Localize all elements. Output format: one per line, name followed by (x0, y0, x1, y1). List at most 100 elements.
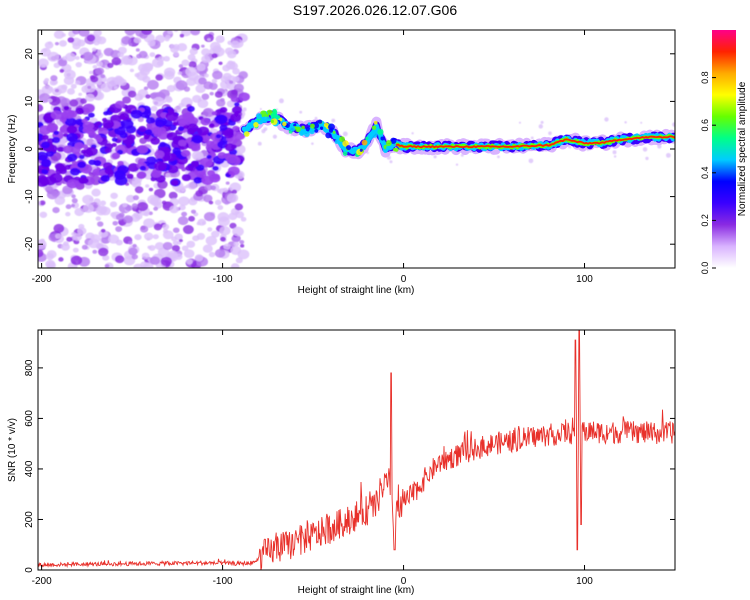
signal-blob (144, 129, 153, 135)
noise-blob (38, 104, 44, 112)
noise-blob (100, 74, 106, 79)
noise-blob (145, 184, 150, 188)
signal-blob (153, 131, 162, 138)
noise-blob (47, 98, 53, 103)
noise-blob (82, 203, 94, 213)
noise-blob (82, 51, 94, 61)
noise-blob (198, 77, 207, 85)
noise-blob (134, 72, 140, 78)
noise-blob (97, 80, 102, 85)
signal-blob (40, 141, 51, 149)
noise-blob (53, 223, 65, 233)
noise-blob (115, 226, 123, 232)
signal-blob (212, 173, 219, 179)
noise-blob (137, 201, 149, 212)
signal-blob (178, 126, 185, 132)
noise-blob (198, 98, 202, 102)
noise-blob (44, 41, 54, 49)
noise-blob (211, 230, 220, 238)
noise-blob (232, 226, 244, 237)
noise-blob (181, 245, 189, 252)
noise-blob (192, 235, 200, 242)
faint-dot (657, 144, 662, 149)
signal-blob (78, 176, 88, 184)
noise-blob (209, 91, 214, 96)
noise-blob (214, 199, 222, 206)
ridge-blob (334, 139, 339, 144)
noise-blob (52, 207, 60, 214)
noise-blob (203, 211, 216, 222)
noise-blob (211, 78, 218, 84)
noise-blob (100, 228, 106, 233)
noise-blob (140, 225, 149, 233)
signal-blob (63, 105, 70, 111)
noise-blob (93, 204, 99, 208)
faint-dot (528, 158, 534, 164)
signal-blob (201, 175, 214, 185)
noise-blob (177, 43, 188, 52)
faint-dot (540, 120, 544, 124)
noise-blob (61, 33, 66, 37)
noise-blob (67, 88, 75, 95)
noise-blob (196, 63, 206, 72)
noise-blob (90, 75, 99, 83)
ridge-blob (261, 116, 268, 124)
noise-blob (188, 61, 197, 68)
ridge-blob (310, 123, 315, 129)
noise-blob (132, 243, 137, 248)
noise-blob (93, 30, 102, 37)
signal-blob (185, 165, 194, 172)
signal-blob (59, 116, 67, 123)
signal-blob (102, 162, 113, 170)
noise-blob (111, 57, 122, 66)
ridge-blob (246, 127, 252, 132)
noise-blob (219, 226, 231, 236)
noise-blob (138, 50, 148, 59)
ridge-blob (342, 140, 349, 147)
signal-blob (59, 127, 66, 133)
noise-blob (134, 234, 142, 241)
noise-blob (96, 221, 104, 227)
colorbar-label: Normalized spectral amplitude (737, 81, 748, 216)
colorbar-tick-label: 0.2 (700, 214, 710, 227)
ridge-blob (339, 136, 345, 142)
faint-dot (278, 98, 284, 104)
ridge-blob (390, 137, 397, 144)
noise-blob (239, 239, 245, 245)
noise-blob (71, 194, 76, 199)
signal-blob (232, 125, 240, 132)
noise-blob (227, 60, 234, 66)
y-tick-label: -10 (24, 189, 35, 204)
colorbar-tick-label: 0.4 (700, 167, 710, 180)
noise-blob (38, 58, 49, 68)
noise-blob (122, 96, 131, 104)
noise-blob (47, 51, 60, 62)
signal-blob (208, 123, 215, 128)
noise-blob (153, 223, 163, 231)
noise-blob (109, 201, 118, 208)
signal-blob (77, 161, 87, 169)
noise-blob (207, 38, 211, 42)
noise-blob (38, 249, 44, 258)
ridge-blob (270, 119, 274, 124)
noise-blob (96, 61, 104, 67)
colorbar-tick-label: 0.0 (700, 262, 710, 275)
noise-blob (47, 86, 54, 91)
signal-blob (127, 134, 136, 141)
noise-blob (240, 244, 245, 248)
signal-blob (127, 163, 140, 172)
signal-blob (226, 154, 239, 165)
noise-blob (172, 240, 179, 246)
signal-blob (78, 154, 85, 160)
spectrogram-x-axis: -200 -100 0 100 (32, 30, 593, 285)
signal-blob (62, 145, 74, 154)
noise-blob (99, 200, 107, 206)
faint-dot (497, 155, 500, 159)
signal-blob (104, 168, 113, 175)
noise-blob (187, 181, 197, 190)
snr-panel: -200 -100 0 100 0 200 400 600 800 Height of str… (7, 329, 676, 596)
ridge-blob (253, 121, 259, 128)
signal-blob (51, 136, 61, 144)
ridge-blob (299, 130, 305, 136)
